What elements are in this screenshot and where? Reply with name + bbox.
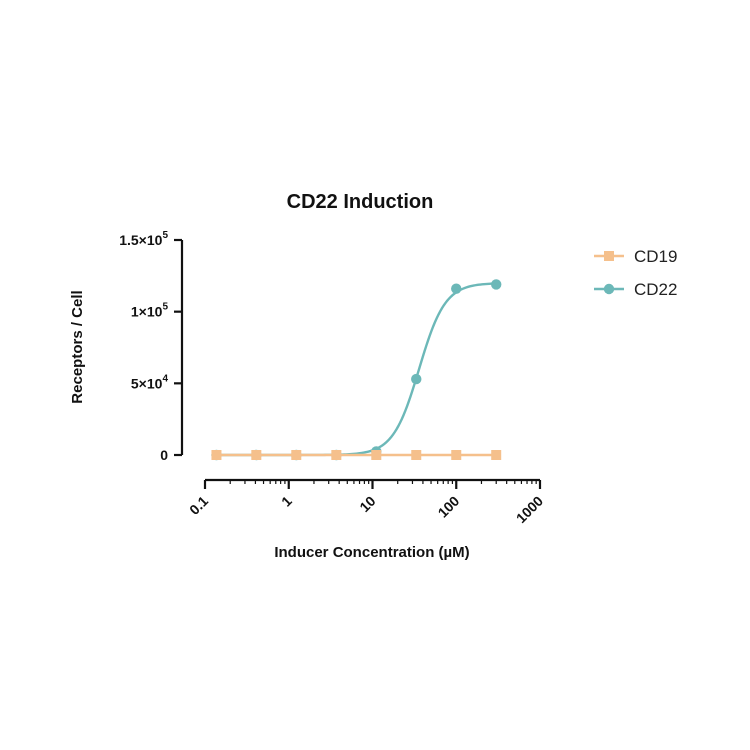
data-point [451, 283, 462, 294]
data-point [331, 450, 342, 460]
data-point [603, 283, 615, 295]
data-point [604, 251, 614, 261]
axes: 0 5×104 1×105 1.5×105 0.1 1 10 100 1000 [119, 230, 546, 526]
y-tick-label: 1.5×105 [119, 230, 168, 248]
data-point [291, 450, 302, 460]
y-tick-label: 0 [160, 447, 168, 463]
x-tick-label: 1000 [513, 493, 546, 526]
legend-label: CD19 [634, 247, 677, 266]
chart-title: CD22 Induction [287, 191, 434, 213]
x-tick-label: 1 [278, 493, 295, 510]
plot-area [211, 279, 502, 461]
series-cd22 [211, 279, 502, 461]
data-point [251, 450, 262, 460]
y-tick-label: 1×105 [131, 302, 169, 320]
data-point [411, 450, 422, 460]
data-point [211, 450, 222, 460]
data-point [491, 279, 502, 290]
x-axis-label: Inducer Concentration (µM) [274, 544, 469, 561]
legend-label: CD22 [634, 280, 677, 299]
series-line [216, 282, 497, 457]
y-axis-label: Receptors / Cell [69, 290, 86, 403]
x-tick-label: 0.1 [186, 493, 211, 518]
data-point [451, 450, 462, 460]
series-cd19 [211, 450, 502, 460]
legend: CD19 CD22 [594, 247, 677, 299]
y-tick-label: 5×104 [131, 373, 169, 391]
x-tick-label: 10 [356, 493, 378, 515]
legend-item-cd22: CD22 [594, 280, 677, 299]
data-point [491, 450, 502, 460]
legend-item-cd19: CD19 [594, 247, 677, 266]
x-tick-label: 100 [435, 493, 463, 521]
data-point [411, 373, 422, 385]
data-point [371, 450, 382, 460]
